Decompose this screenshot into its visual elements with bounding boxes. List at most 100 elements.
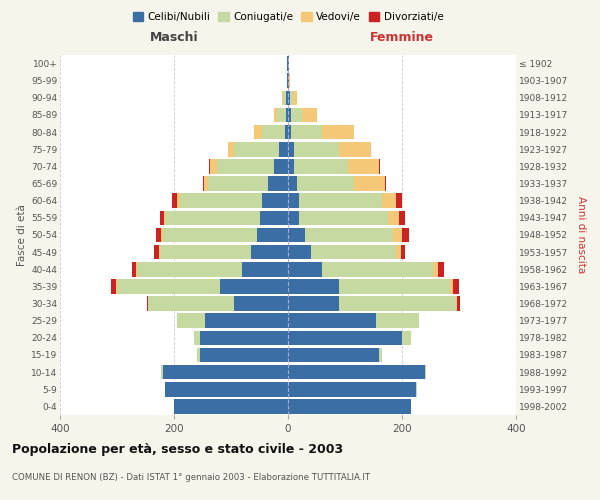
Bar [156,228,161,242]
Bar [376,314,419,328]
Bar [288,296,340,311]
Bar [268,176,288,191]
Bar [288,348,379,362]
Bar [177,194,180,208]
Bar [217,159,274,174]
Bar [288,365,425,380]
Bar [203,176,208,191]
Text: Popolazione per età, sesso e stato civile - 2003: Popolazione per età, sesso e stato civil… [12,442,343,456]
Bar [200,348,288,362]
Y-axis label: Anni di nascita: Anni di nascita [577,196,586,274]
Bar [208,176,268,191]
Bar [154,245,158,260]
Bar [322,262,433,276]
Bar [340,296,456,311]
Bar [379,348,382,362]
Bar [288,330,402,345]
Bar [288,142,294,156]
Bar [177,314,205,328]
Legend: Celibi/Nubili, Coniugati/e, Vedovi/e, Divorziati/e: Celibi/Nubili, Coniugati/e, Vedovi/e, Di… [128,8,448,26]
Bar [340,142,371,156]
Bar [117,279,220,293]
Bar [288,125,291,140]
Bar [399,210,405,225]
Bar [197,348,200,362]
Bar [111,279,116,293]
Bar [148,296,234,311]
Bar [163,365,288,380]
Bar [194,330,200,345]
Bar [288,108,291,122]
Bar [288,56,289,71]
Bar [340,279,451,293]
Bar [401,245,406,260]
Bar [402,330,410,345]
Bar [287,56,288,71]
Y-axis label: Fasce di età: Fasce di età [17,204,27,266]
Bar [251,245,288,260]
Bar [166,382,288,396]
Bar [397,245,401,260]
Bar [394,228,402,242]
Bar [385,176,386,191]
Bar [454,279,459,293]
Bar [289,74,290,88]
Bar [353,176,385,191]
Bar [293,90,297,105]
Bar [180,194,262,208]
Bar [160,210,164,225]
Bar [402,228,409,242]
Bar [379,159,380,174]
Bar [288,210,299,225]
Bar [220,279,288,293]
Bar [348,159,379,174]
Bar [382,194,397,208]
Bar [438,262,443,276]
Bar [161,365,163,380]
Bar [234,142,280,156]
Bar [260,210,288,225]
Bar [302,108,317,122]
Bar [286,90,288,105]
Bar [288,228,305,242]
Bar [288,382,416,396]
Bar [161,228,163,242]
Bar [288,194,299,208]
Bar [425,365,426,380]
Bar [262,194,288,208]
Bar [433,262,438,276]
Bar [294,142,340,156]
Bar [294,159,348,174]
Bar [163,228,257,242]
Bar [451,279,454,293]
Bar [280,142,288,156]
Bar [288,262,322,276]
Bar [457,296,460,311]
Bar [288,399,410,413]
Bar [288,245,311,260]
Bar [287,74,288,88]
Bar [288,159,294,174]
Bar [274,159,288,174]
Bar [254,125,262,140]
Bar [286,108,288,122]
Bar [288,176,296,191]
Bar [166,210,260,225]
Bar [285,125,288,140]
Bar [132,262,136,276]
Bar [277,108,286,122]
Bar [274,108,277,122]
Text: COMUNE DI RENON (BZ) - Dati ISTAT 1° gennaio 2003 - Elaborazione TUTTITALIA.IT: COMUNE DI RENON (BZ) - Dati ISTAT 1° gen… [12,472,370,482]
Bar [305,228,394,242]
Bar [291,108,302,122]
Text: Femmine: Femmine [370,31,434,44]
Bar [296,176,353,191]
Bar [147,296,148,311]
Bar [174,399,288,413]
Bar [299,210,388,225]
Bar [234,296,288,311]
Bar [288,74,289,88]
Bar [299,194,382,208]
Bar [388,210,399,225]
Bar [242,262,288,276]
